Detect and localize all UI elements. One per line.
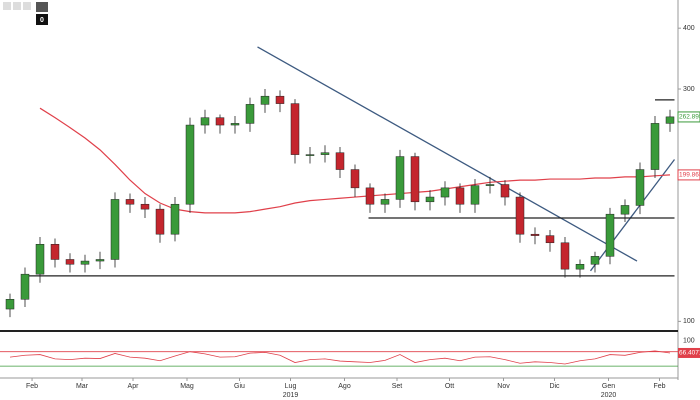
x-tick-label: Giu (234, 383, 245, 390)
x-tick-label: Ago (338, 383, 351, 390)
candle-body (260, 95, 270, 105)
candle-body (110, 199, 120, 260)
candle-body (125, 199, 135, 205)
candle-body (515, 196, 525, 235)
candle-body (395, 156, 405, 200)
candle-body (290, 103, 300, 155)
candle-body (410, 156, 420, 203)
x-tick-label: Mag (180, 383, 194, 390)
candle-body (5, 299, 15, 310)
x-tick-label: Apr (128, 383, 140, 390)
candle-body (620, 205, 630, 215)
candle-body (185, 124, 195, 205)
candle-body (590, 256, 600, 265)
year-label: 2019 (283, 392, 299, 399)
candle-body (170, 203, 180, 235)
candle-body (245, 104, 255, 124)
candle-body (335, 152, 345, 170)
rsi-line (9, 350, 671, 365)
tool-button[interactable] (3, 2, 11, 10)
candle-body (350, 169, 360, 189)
last-value-label: 199.8658 (679, 172, 700, 179)
candle-body (545, 235, 555, 244)
candle-body (155, 208, 165, 235)
tool-button[interactable] (36, 2, 48, 12)
x-tick-label: Ott (445, 383, 454, 390)
last-value-box (677, 111, 700, 123)
toolbar[interactable]: 0 (3, 2, 48, 25)
candle-body (530, 233, 540, 236)
moving-average (39, 107, 671, 214)
x-tick-label: Gen (602, 383, 615, 390)
candle-body (650, 123, 660, 170)
candle-body (470, 185, 480, 205)
rsi-last-box (678, 347, 700, 358)
rsi-tick-label: 100 (683, 338, 695, 345)
candle-body (575, 264, 585, 270)
candle-body (635, 169, 645, 206)
tool-button[interactable] (23, 2, 31, 10)
candle-body (80, 260, 90, 265)
x-tick-label: Feb (653, 383, 665, 390)
candle-body (305, 154, 315, 156)
candle-body (560, 242, 570, 270)
candle-body (95, 259, 105, 262)
y-tick-label: 300 (683, 86, 695, 93)
candle-body (320, 152, 330, 155)
candle-body (500, 184, 510, 198)
candle-body (425, 196, 435, 203)
year-label: 2020 (601, 392, 617, 399)
badge (36, 14, 48, 25)
candle-body (440, 187, 450, 198)
candle-body (35, 243, 45, 275)
tool-button[interactable] (13, 2, 21, 10)
badge-text: 0 (40, 17, 44, 24)
candle-body (50, 243, 60, 260)
candle-body (215, 117, 225, 126)
candle-body (140, 203, 150, 210)
candle-body (605, 213, 615, 257)
candle-body (65, 259, 75, 265)
candle-body (665, 116, 675, 124)
last-value-box (677, 169, 700, 181)
rsi-last-label: 66.4071 (679, 350, 700, 357)
x-tick-label: Feb (26, 383, 38, 390)
x-tick-label: Nov (497, 383, 510, 390)
candle-body (20, 273, 30, 300)
last-value-label: 262.8950 (679, 114, 700, 121)
candle-body (230, 123, 240, 126)
x-tick-label: Set (392, 383, 403, 390)
candle-body (200, 117, 210, 126)
y-tick-label: 400 (683, 25, 695, 32)
x-tick-label: Lug (285, 383, 297, 390)
candle-body (485, 184, 495, 186)
candle-body (380, 199, 390, 205)
trend-line (257, 46, 638, 262)
x-tick-label: Dic (549, 383, 560, 390)
x-tick-label: Mar (76, 383, 89, 390)
candle-body (365, 187, 375, 205)
candle-body (455, 187, 465, 205)
candle-body (275, 95, 285, 104)
y-tick-label: 100 (683, 318, 695, 325)
trend-line (589, 159, 676, 272)
